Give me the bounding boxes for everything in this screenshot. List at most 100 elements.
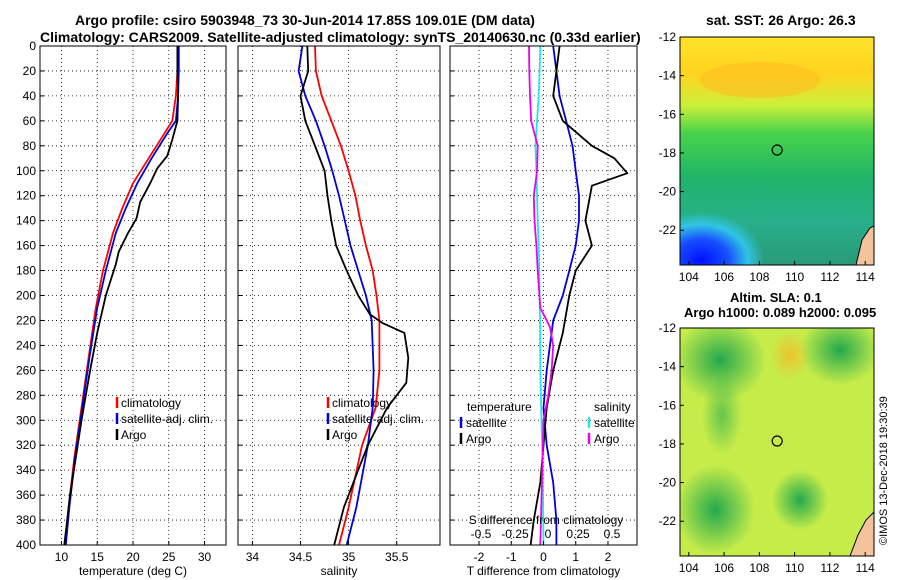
sst-map-axes: 104 106 108 110 112 114 -12 -14 -16 -18 -20 -22 [659, 30, 875, 284]
legend-label: satellite [466, 416, 507, 430]
x-tick-label: 20 [126, 550, 140, 564]
sla-argo-marker [771, 435, 783, 447]
map-x-tick-label: 112 [820, 561, 839, 575]
x-tick-label: 10 [55, 550, 69, 564]
sla-map-field [680, 328, 874, 556]
map-x-tick-label: 108 [749, 270, 769, 284]
x-tick-label: 34.5 [289, 550, 313, 564]
x-tick-label: 35 [342, 550, 356, 564]
y-tick-label: 260 [16, 363, 36, 377]
map-y-tick-label: -12 [659, 321, 677, 335]
legend-label: climatology [332, 396, 392, 410]
map-x-tick-label: 112 [820, 270, 839, 284]
map-x-tick-label: 106 [714, 561, 734, 575]
sla-map-frame [679, 327, 875, 557]
legend-label: satellite-adj. clim. [332, 412, 424, 426]
sst-argo-marker [771, 144, 783, 156]
x-tick-label: -1 [506, 550, 517, 564]
x2-tick-label: -0.5 [471, 527, 492, 541]
sla-map-axes: 104 106 108 110 112 114 -12 -14 -16 -18 -20 -22 [659, 321, 875, 575]
y-tick-label: 400 [16, 538, 36, 552]
series-line-climatology [64, 45, 179, 546]
sla-map-title-2: Argo h1000: 0.089 h2000: 0.095 [684, 305, 877, 320]
y-tick-label: 200 [16, 289, 36, 303]
legend-label: Argo [594, 432, 620, 446]
x-tick-label: 25 [162, 550, 176, 564]
series-line-argo [63, 46, 180, 546]
map-x-tick-label: 104 [679, 270, 699, 284]
legend-label: Argo [466, 432, 492, 446]
x-tick-label: 0 [540, 550, 547, 564]
sla-land-patch [849, 511, 874, 556]
legend-label: temperature [467, 400, 532, 414]
y-tick-label: 20 [23, 64, 37, 78]
y-tick-label: 100 [16, 164, 36, 178]
series-line-t-satellite [542, 45, 580, 545]
map-y-tick-label: -14 [659, 69, 677, 83]
y-tick-label: 180 [16, 264, 36, 278]
panel-salinity: 34 34.5 35 35.5 salinity climatology satellite… [237, 45, 441, 578]
x-tick-label: 1 [572, 550, 579, 564]
map-y-tick-label: -16 [659, 398, 677, 412]
y-tick-label: 280 [16, 388, 36, 402]
y-tick-label: 340 [16, 463, 36, 477]
series-line-s-satellite [534, 45, 545, 546]
x-axis-label: T difference from climatology [467, 564, 621, 578]
x2-tick-label: 0 [545, 527, 552, 541]
map-y-tick-label: -22 [659, 514, 677, 528]
map-y-tick-label: -20 [659, 185, 677, 199]
map-y-tick-label: -18 [659, 146, 677, 160]
map-x-tick-label: 114 [856, 561, 875, 575]
map-y-tick-label: -22 [659, 223, 677, 237]
y-tick-label: 300 [16, 413, 36, 427]
map-x-tick-label: 108 [749, 561, 769, 575]
x2-tick-label: 0.25 [566, 527, 590, 541]
series-line-s-argo [528, 45, 555, 546]
map-y-tick-label: -18 [659, 437, 677, 451]
y-tick-label: 40 [23, 89, 37, 103]
legend-label: satellite [594, 416, 635, 430]
x-tick-label: 2 [605, 550, 612, 564]
y-tick-label: 220 [16, 313, 36, 327]
sst-map-title: sat. SST: 26 Argo: 26.3 [706, 12, 856, 28]
x-tick-label: -2 [474, 550, 485, 564]
x2-tick-label: 0.5 [604, 527, 621, 541]
series-line-climatology [314, 45, 381, 546]
x2-axis-label: S difference from climatology [469, 513, 624, 527]
map-y-tick-label: -14 [659, 360, 677, 374]
x-axis-label: temperature (deg C) [79, 564, 187, 578]
x2-tick-label: -0.25 [501, 527, 529, 541]
y-tick-label: 60 [23, 114, 37, 128]
y-tick-label: 320 [16, 438, 36, 452]
y-tick-label: 140 [16, 214, 36, 228]
series-line-satellite-adj-clim- [64, 46, 180, 546]
map-y-tick-label: -16 [659, 107, 677, 121]
x-axis-label: salinity [321, 564, 358, 578]
title-line-1: Argo profile: csiro 5903948_73 30-Jun-20… [75, 12, 535, 28]
map-y-tick-label: -12 [659, 30, 677, 44]
y-tick-label: 160 [16, 239, 36, 253]
map-y-tick-label: -20 [659, 476, 677, 490]
series-line-argo [299, 45, 410, 546]
x-tick-label: 30 [198, 550, 212, 564]
map-x-tick-label: 114 [856, 270, 875, 284]
map-x-tick-label: 104 [679, 561, 699, 575]
legend-label: satellite-adj. clim. [121, 412, 213, 426]
x-tick-label: 15 [91, 550, 105, 564]
title-line-2: Climatology: CARS2009. Satellite-adjuste… [40, 29, 641, 45]
legend-label: Argo [121, 428, 147, 442]
legend-label: salinity [594, 400, 631, 414]
legend-label: climatology [121, 396, 181, 410]
map-x-tick-label: 106 [714, 270, 734, 284]
map-x-tick-label: 110 [785, 270, 804, 284]
y-tick-label: 240 [16, 338, 36, 352]
y-tick-label: 120 [16, 189, 36, 203]
sst-land-patch [855, 225, 874, 265]
x-tick-label: 35.5 [385, 550, 409, 564]
sst-map-frame [679, 36, 875, 266]
y-tick-label: 80 [23, 139, 37, 153]
y-tick-label: 360 [16, 488, 36, 502]
panel-temperature: 10 15 20 25 30 temperature (deg C) 0 20 40 60 80 10… [16, 39, 227, 578]
sla-map-title-1: Altim. SLA: 0.1 [730, 290, 822, 305]
